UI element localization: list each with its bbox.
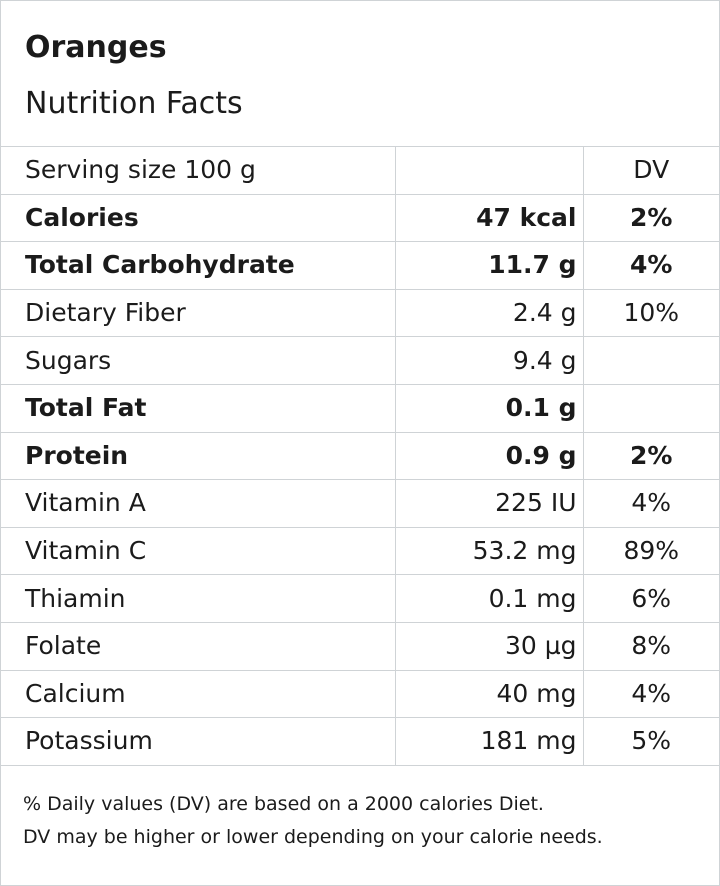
nutrient-name: Folate bbox=[1, 622, 395, 671]
nutrient-name: Protein bbox=[1, 432, 395, 481]
nutrient-dv: 4% bbox=[582, 479, 719, 528]
nutrient-dv: 89% bbox=[582, 527, 719, 576]
nutrient-row: Protein 0.9 g 2% bbox=[1, 432, 719, 481]
nutrient-amount: 9.4 g bbox=[394, 336, 583, 385]
nutrient-amount: 181 mg bbox=[394, 717, 583, 766]
nutrient-name: Dietary Fiber bbox=[1, 289, 395, 338]
dv-column-header: DV bbox=[582, 147, 719, 195]
footnote-line-1: % Daily values (DV) are based on a 2000 … bbox=[23, 792, 544, 815]
nutrient-amount: 47 kcal bbox=[394, 194, 583, 243]
nutrient-dv bbox=[582, 384, 719, 433]
nutrient-amount: 40 mg bbox=[394, 670, 583, 719]
label-header: Oranges Nutrition Facts bbox=[1, 1, 719, 147]
nutrient-amount: 0.1 g bbox=[394, 384, 583, 433]
nutrition-table: Serving size 100 g DV Calories 47 kcal 2% T… bbox=[1, 147, 719, 766]
nutrient-amount: 30 µg bbox=[394, 622, 583, 671]
nutrient-row: Sugars 9.4 g bbox=[1, 336, 719, 385]
nutrient-name: Total Carbohydrate bbox=[1, 241, 395, 290]
nutrient-dv: 8% bbox=[582, 622, 719, 671]
nutrition-table-body: Serving size 100 g DV Calories 47 kcal 2% T… bbox=[1, 147, 719, 766]
nutrient-name: Sugars bbox=[1, 336, 395, 385]
nutrient-dv: 4% bbox=[582, 670, 719, 719]
nutrient-row: Dietary Fiber 2.4 g 10% bbox=[1, 289, 719, 338]
nutrient-dv: 10% bbox=[582, 289, 719, 338]
nutrient-row: Potassium 181 mg 5% bbox=[1, 717, 719, 766]
nutrient-dv: 2% bbox=[582, 194, 719, 243]
footnote: % Daily values (DV) are based on a 2000 … bbox=[1, 766, 719, 854]
nutrient-name: Calcium bbox=[1, 670, 395, 719]
nutrient-amount: 53.2 mg bbox=[394, 527, 583, 576]
nutrient-dv: 4% bbox=[582, 241, 719, 290]
nutrient-row: Total Fat 0.1 g bbox=[1, 384, 719, 433]
serving-size-label: Serving size 100 g bbox=[1, 147, 395, 195]
nutrient-row: Calcium 40 mg 4% bbox=[1, 670, 719, 719]
nutrient-amount: 0.9 g bbox=[394, 432, 583, 481]
nutrient-row: Calories 47 kcal 2% bbox=[1, 194, 719, 243]
nutrient-dv: 6% bbox=[582, 574, 719, 623]
nutrient-dv: 5% bbox=[582, 717, 719, 766]
serving-row: Serving size 100 g DV bbox=[1, 147, 719, 195]
food-title: Oranges bbox=[25, 30, 167, 65]
label-subtitle: Nutrition Facts bbox=[25, 86, 243, 121]
nutrient-name: Vitamin C bbox=[1, 527, 395, 576]
nutrient-row: Total Carbohydrate 11.7 g 4% bbox=[1, 241, 719, 290]
nutrient-row: Folate 30 µg 8% bbox=[1, 622, 719, 671]
nutrient-amount: 2.4 g bbox=[394, 289, 583, 338]
nutrient-dv bbox=[582, 336, 719, 385]
nutrient-row: Vitamin C 53.2 mg 89% bbox=[1, 527, 719, 576]
nutrient-amount: 11.7 g bbox=[394, 241, 583, 290]
nutrient-amount: 0.1 mg bbox=[394, 574, 583, 623]
serving-amount-cell bbox=[394, 147, 583, 195]
nutrient-row: Vitamin A 225 IU 4% bbox=[1, 479, 719, 528]
nutrient-name: Calories bbox=[1, 194, 395, 243]
nutrient-row: Thiamin 0.1 mg 6% bbox=[1, 574, 719, 623]
nutrient-name: Potassium bbox=[1, 717, 395, 766]
nutrient-amount: 225 IU bbox=[394, 479, 583, 528]
footnote-line-2: DV may be higher or lower depending on y… bbox=[23, 825, 603, 848]
nutrient-name: Vitamin A bbox=[1, 479, 395, 528]
nutrient-name: Thiamin bbox=[1, 574, 395, 623]
nutrient-dv: 2% bbox=[582, 432, 719, 481]
nutrient-name: Total Fat bbox=[1, 384, 395, 433]
